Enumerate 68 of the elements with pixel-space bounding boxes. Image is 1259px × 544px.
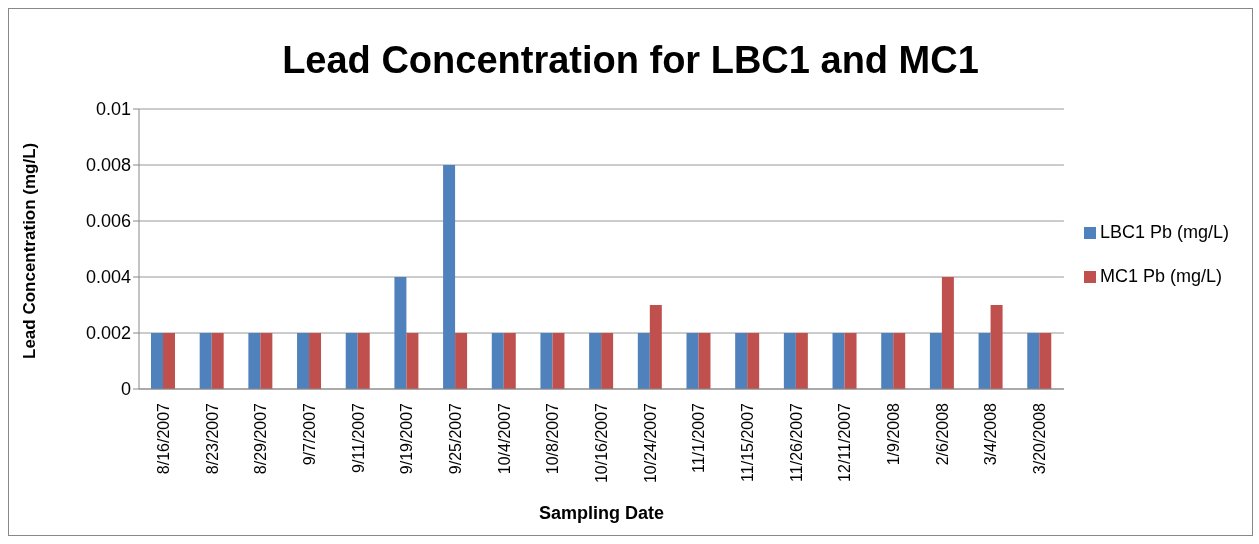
bar [455,333,468,389]
x-tick-label: 9/19/2007 [398,402,416,475]
y-tick-label: 0.008 [85,155,131,176]
x-tick-label: 10/8/2007 [544,402,562,475]
bar [832,333,845,389]
y-axis-title: Lead Concentration (mg/L) [20,142,40,359]
y-tick-label: 0.01 [95,99,131,120]
x-tick-label: 11/15/2007 [739,402,757,482]
x-tick-label: 9/25/2007 [446,402,464,475]
bar [248,333,261,389]
bar [199,333,212,389]
x-tick-label: 3/4/2008 [982,402,1000,466]
bar [978,333,991,389]
bar [260,333,273,389]
x-tick-label: 1/9/2008 [885,402,903,466]
x-tick-label: 10/16/2007 [592,402,610,484]
bar [637,333,650,389]
bar [735,333,748,389]
x-tick-label: 11/1/2007 [690,402,708,473]
x-tick-label: 8/16/2007 [154,402,172,475]
bar [941,277,954,389]
x-tick-label: 8/29/2007 [252,402,270,475]
bar [309,333,322,389]
bar [443,165,456,389]
bar [357,333,370,389]
bar [698,333,711,389]
bar [1027,333,1040,389]
y-tick-label: 0.006 [85,211,131,232]
x-tick-label: 3/20/2008 [1031,402,1049,475]
bar [211,333,224,389]
bar [406,333,419,389]
x-tick-label: 8/23/2007 [203,402,221,475]
bar [540,333,553,389]
x-axis-title: Sampling Date [538,503,664,523]
bar [163,333,175,389]
chart-title: Lead Concentration for LBC1 and MC1 [281,38,980,83]
bar [394,277,407,389]
bar [686,333,699,389]
x-tick-label: 10/24/2007 [641,402,659,484]
bar [601,333,614,389]
x-tick-label: 12/11/2007 [836,402,854,482]
x-tick-label: 2/6/2008 [933,402,951,466]
bar [151,333,163,389]
bar [491,333,504,389]
bar [297,333,310,389]
bar [503,333,516,389]
y-tick-label: 0 [120,379,131,400]
x-tick-label: 10/4/2007 [495,402,513,475]
x-tick-label: 9/7/2007 [300,402,318,466]
legend-label: LBC1 Pb (mg/L) [1099,222,1229,242]
bar [649,305,662,389]
bar [747,333,760,389]
bar [552,333,565,389]
x-tick-label: 11/26/2007 [787,402,805,482]
bar [929,333,942,389]
bar [844,333,857,389]
y-tick-label: 0.002 [85,323,131,344]
bar [990,305,1003,389]
bar [881,333,894,389]
bar [345,333,358,389]
legend-label: MC1 Pb (mg/L) [1099,266,1222,286]
bar [795,333,808,389]
x-tick-label: 9/11/2007 [349,402,367,473]
bar [589,333,602,389]
y-tick-label: 0.004 [85,267,131,288]
bar [783,333,796,389]
bar [1039,333,1052,389]
bar [893,333,906,389]
